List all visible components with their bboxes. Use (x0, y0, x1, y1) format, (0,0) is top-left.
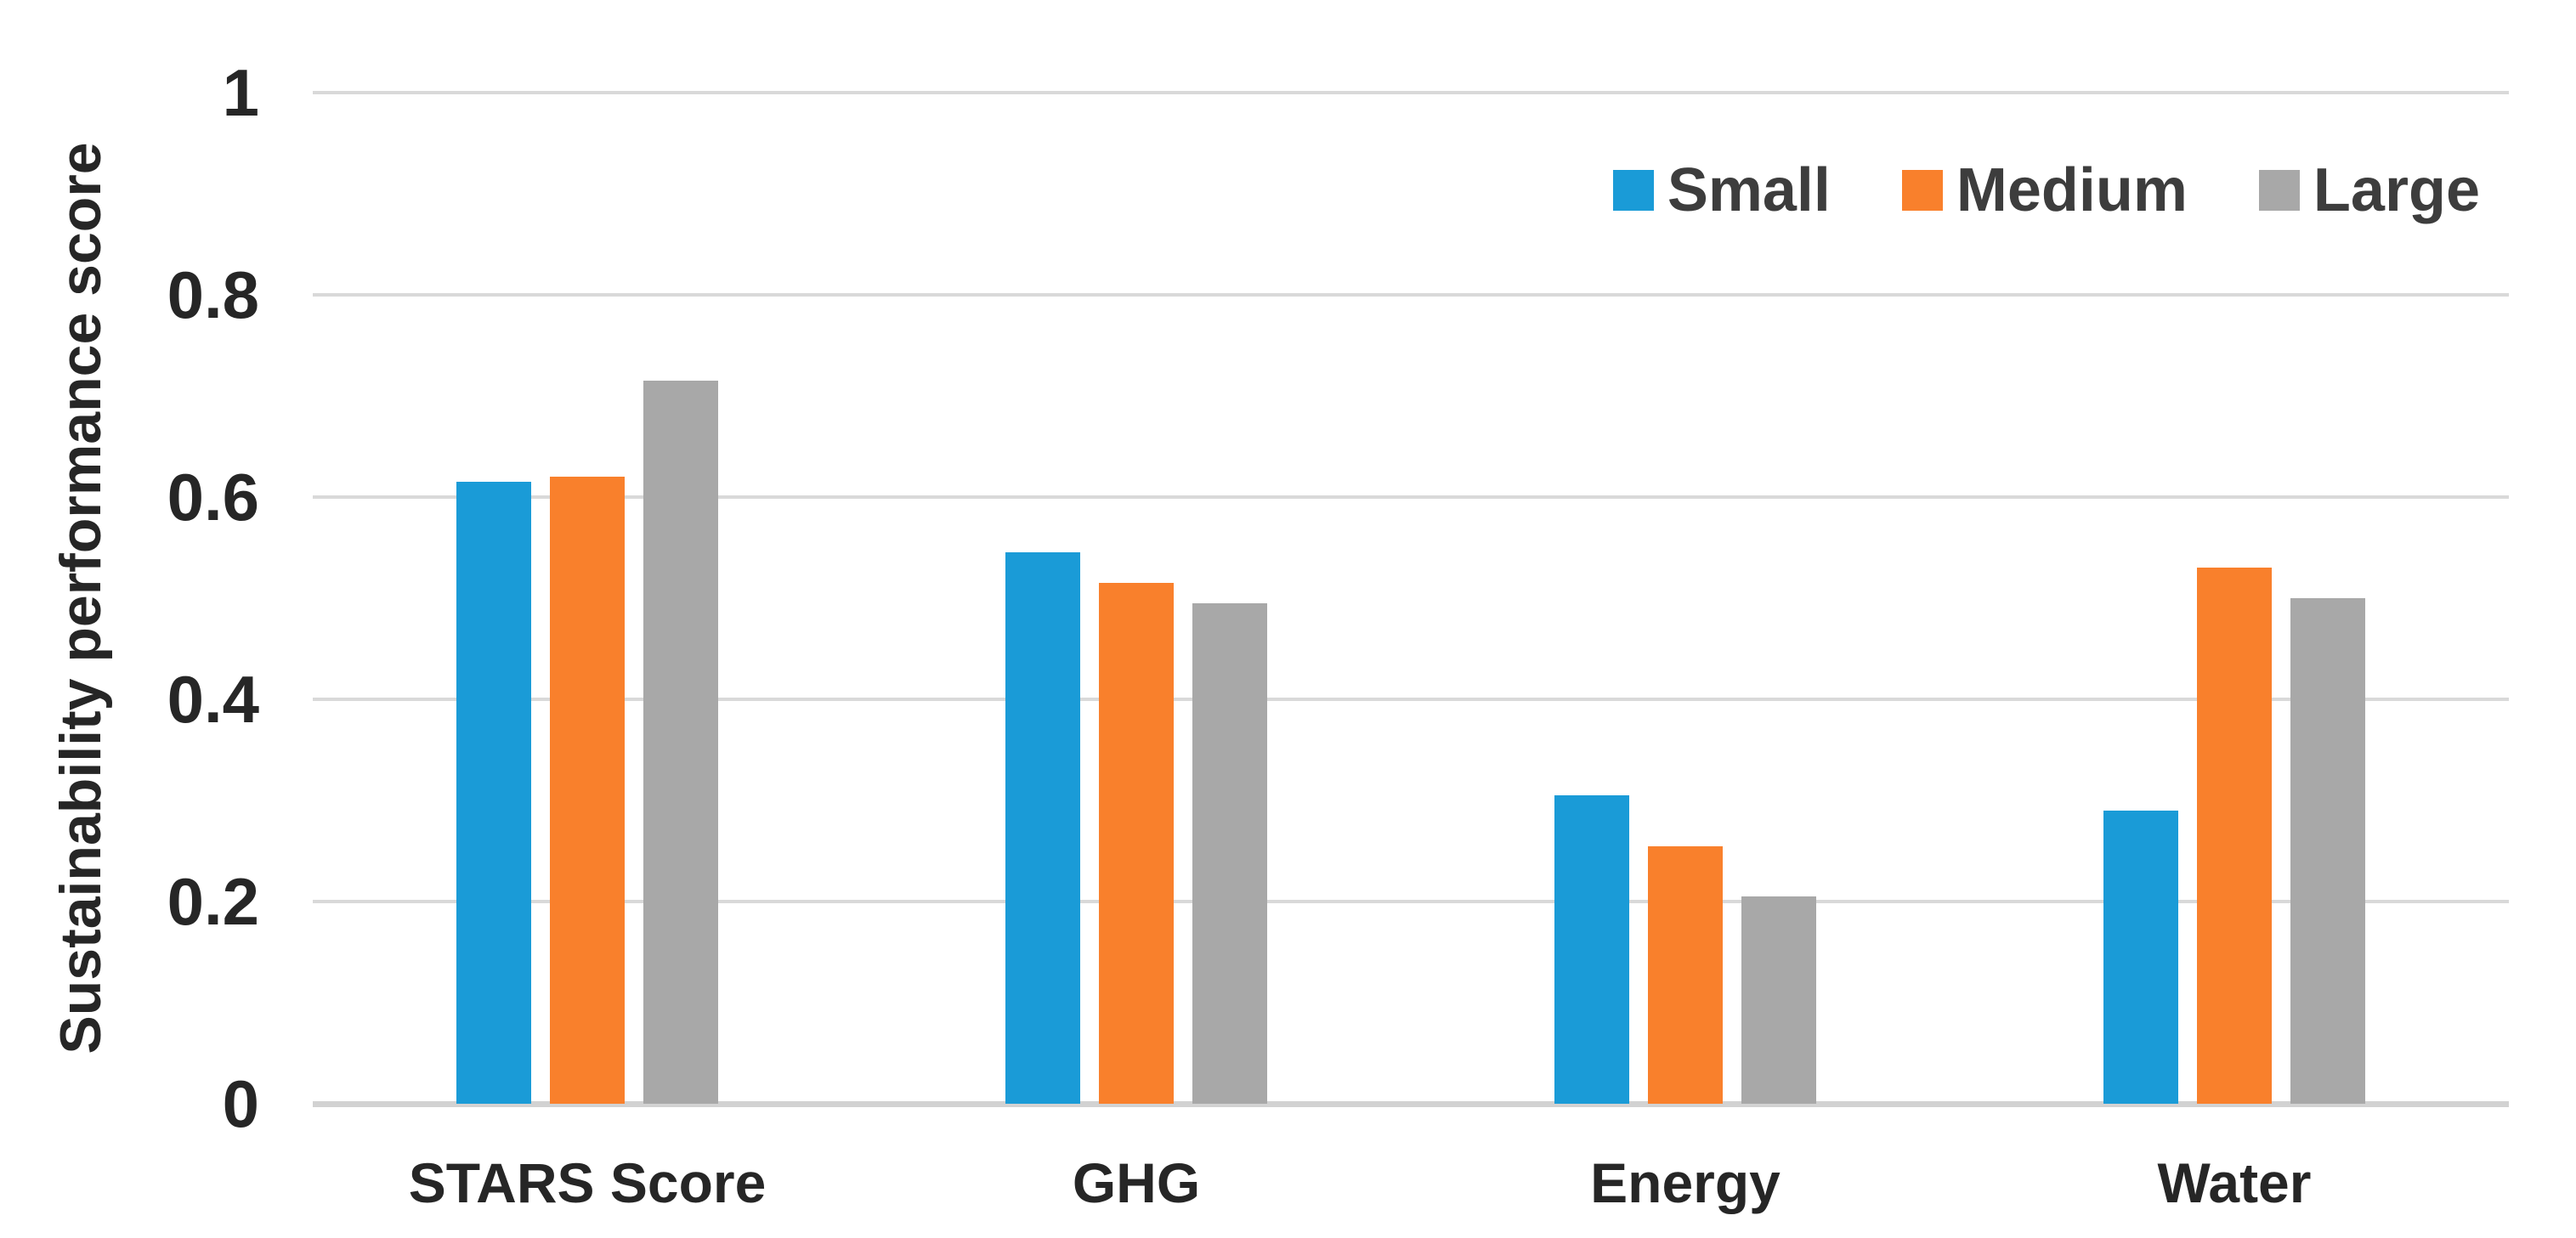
bar-large-1 (1192, 602, 1267, 1104)
legend-label: Medium (1956, 156, 2188, 224)
category-label: Water (2157, 1151, 2312, 1214)
bar-large-2 (1741, 896, 1816, 1104)
legend-label: Small (1667, 156, 1831, 224)
category-label: Energy (1590, 1151, 1781, 1214)
bar-large-0 (643, 381, 718, 1104)
bar-small-0 (456, 482, 531, 1104)
legend-item-medium: Medium (1901, 156, 2188, 224)
legend-item-large: Large (2258, 156, 2480, 224)
gridline (313, 293, 2509, 297)
y-tick-label: 0.8 (167, 257, 259, 332)
legend-swatch-icon (1612, 170, 1654, 211)
y-tick-label: 0 (222, 1066, 259, 1141)
y-tick-label: 0.6 (167, 460, 259, 534)
bar-small-2 (1554, 795, 1629, 1104)
bar-large-3 (2290, 598, 2365, 1104)
legend-item-small: Small (1612, 156, 1831, 224)
bar-small-1 (1005, 552, 1080, 1104)
gridline (313, 900, 2509, 903)
legend-swatch-icon (2258, 170, 2300, 211)
y-tick-label: 0.4 (167, 662, 259, 737)
bar-medium-1 (1099, 583, 1174, 1104)
plot-area (313, 91, 2509, 1107)
gridline (313, 495, 2509, 499)
x-axis-baseline (313, 1101, 2509, 1107)
bar-small-3 (2103, 810, 2178, 1104)
category-label: STARS Score (408, 1151, 767, 1214)
gridline (313, 91, 2509, 94)
legend-label: Large (2313, 156, 2480, 224)
y-tick-label: 0.2 (167, 864, 259, 939)
bar-medium-3 (2197, 568, 2272, 1104)
bar-medium-0 (550, 477, 625, 1104)
gridline (313, 698, 2509, 701)
bar-medium-2 (1648, 845, 1723, 1104)
category-label: GHG (1072, 1151, 1201, 1214)
legend: Small Medium Large (1612, 156, 2480, 224)
legend-swatch-icon (1901, 170, 1943, 211)
y-axis-title: Sustainability performance score (48, 142, 113, 1054)
y-tick-label: 1 (222, 55, 259, 130)
